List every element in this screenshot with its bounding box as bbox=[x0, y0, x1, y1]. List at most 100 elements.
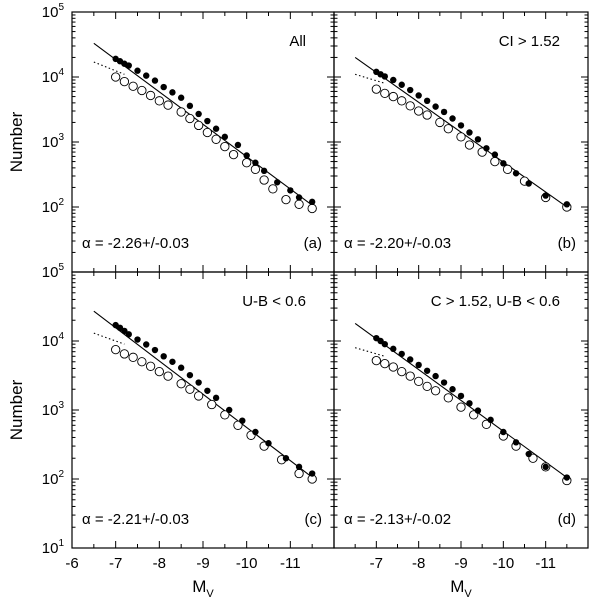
fit-line-solid bbox=[93, 310, 317, 481]
open-point bbox=[490, 156, 500, 167]
open-point bbox=[202, 127, 213, 138]
open-point bbox=[380, 88, 390, 99]
open-point bbox=[380, 358, 390, 369]
x-tick-label: -8 bbox=[412, 555, 425, 572]
filled-point bbox=[542, 192, 549, 199]
open-point bbox=[119, 76, 130, 87]
open-point bbox=[281, 194, 291, 205]
filled-point bbox=[449, 115, 456, 122]
filled-point bbox=[125, 331, 132, 338]
subset-label: CI > 1.52 bbox=[499, 33, 560, 50]
open-point bbox=[193, 391, 204, 401]
filled-point bbox=[252, 428, 259, 436]
filled-point bbox=[143, 72, 150, 79]
open-point bbox=[414, 106, 424, 116]
open-circle-series bbox=[111, 344, 317, 484]
filled-point bbox=[308, 470, 316, 477]
ticks bbox=[334, 12, 588, 272]
panel-letter: (c) bbox=[305, 511, 323, 528]
open-point bbox=[193, 120, 204, 131]
y-tick-label: 103 bbox=[42, 132, 65, 151]
panel-frame bbox=[71, 11, 335, 273]
open-point bbox=[163, 100, 173, 110]
filled-point bbox=[195, 110, 202, 118]
fit-line-solid bbox=[354, 322, 572, 481]
filled-point bbox=[226, 406, 233, 414]
x-tick-label: -10 bbox=[236, 555, 258, 572]
open-point bbox=[242, 158, 252, 168]
open-point bbox=[464, 140, 475, 150]
filled-point bbox=[177, 364, 185, 371]
filled-point bbox=[274, 179, 281, 186]
x-tick-label: -9 bbox=[196, 555, 209, 572]
filled-point bbox=[500, 160, 507, 167]
filled-point bbox=[282, 455, 290, 462]
open-point bbox=[456, 132, 466, 142]
open-point bbox=[388, 91, 398, 102]
open-point bbox=[128, 352, 138, 362]
filled-point bbox=[134, 67, 141, 74]
fit-line-dotted bbox=[93, 332, 125, 345]
y-tick-label: 105 bbox=[42, 2, 65, 21]
open-point bbox=[443, 124, 453, 134]
alpha-label: α = -2.26+/-0.03 bbox=[82, 235, 189, 252]
filled-point bbox=[415, 361, 422, 369]
filled-point bbox=[212, 125, 220, 132]
filled-point bbox=[563, 474, 571, 481]
filled-circle-series bbox=[112, 55, 316, 206]
filled-point bbox=[212, 394, 220, 402]
filled-point bbox=[474, 136, 482, 143]
open-point bbox=[111, 72, 121, 82]
y-tick-label: 104 bbox=[42, 331, 65, 350]
panels: All α = -2.26+/-0.03 (a) 102 103 104 105 Number… bbox=[7, 2, 589, 600]
filled-point bbox=[542, 463, 549, 471]
panel-b: CI > 1.52 α = -2.20+/-0.03 (b) bbox=[333, 11, 589, 273]
filled-point bbox=[407, 86, 414, 94]
filled-circle-series bbox=[373, 334, 571, 481]
filled-point bbox=[483, 145, 490, 152]
filled-point bbox=[308, 198, 316, 206]
open-point bbox=[185, 384, 195, 394]
open-point bbox=[128, 81, 138, 91]
open-point bbox=[405, 101, 415, 111]
open-point bbox=[435, 117, 445, 128]
filled-point bbox=[449, 386, 456, 393]
panel-a: All α = -2.26+/-0.03 (a) 102 103 104 105 Number bbox=[7, 2, 335, 273]
filled-point bbox=[440, 108, 448, 116]
open-point bbox=[371, 84, 381, 94]
alpha-label: α = -2.13+/-0.02 bbox=[344, 511, 451, 528]
fit-line-dotted bbox=[355, 73, 385, 84]
y-axis-title: Number bbox=[7, 379, 26, 440]
filled-point bbox=[243, 152, 250, 159]
open-point bbox=[414, 376, 424, 387]
filled-point bbox=[432, 372, 439, 380]
ticks bbox=[72, 12, 334, 272]
filled-point bbox=[398, 350, 405, 358]
open-circle-series bbox=[111, 72, 317, 214]
open-point bbox=[268, 184, 278, 194]
filled-point bbox=[487, 416, 494, 424]
filled-point bbox=[390, 345, 397, 353]
filled-point bbox=[265, 440, 272, 447]
subset-label: U-B < 0.6 bbox=[242, 293, 306, 310]
filled-point bbox=[432, 103, 439, 110]
open-point bbox=[145, 361, 156, 371]
open-circle-series bbox=[371, 84, 572, 212]
filled-point bbox=[525, 450, 532, 458]
filled-point bbox=[186, 102, 194, 110]
panel-c: U-B < 0.6 α = -2.21+/-0.03 (c) 101 102 103 104… bbox=[7, 262, 335, 600]
open-point bbox=[176, 379, 186, 389]
y-tick-label: 102 bbox=[42, 469, 65, 488]
filled-point bbox=[234, 141, 242, 149]
filled-point bbox=[415, 92, 422, 99]
open-point bbox=[422, 381, 432, 392]
alpha-label: α = -2.20+/-0.03 bbox=[344, 235, 451, 252]
filled-point bbox=[204, 387, 211, 394]
x-axis-title: MV bbox=[450, 577, 472, 600]
open-point bbox=[154, 366, 164, 377]
open-point bbox=[388, 362, 398, 372]
open-point bbox=[185, 113, 195, 124]
filled-point bbox=[440, 379, 448, 386]
open-point bbox=[228, 149, 239, 160]
